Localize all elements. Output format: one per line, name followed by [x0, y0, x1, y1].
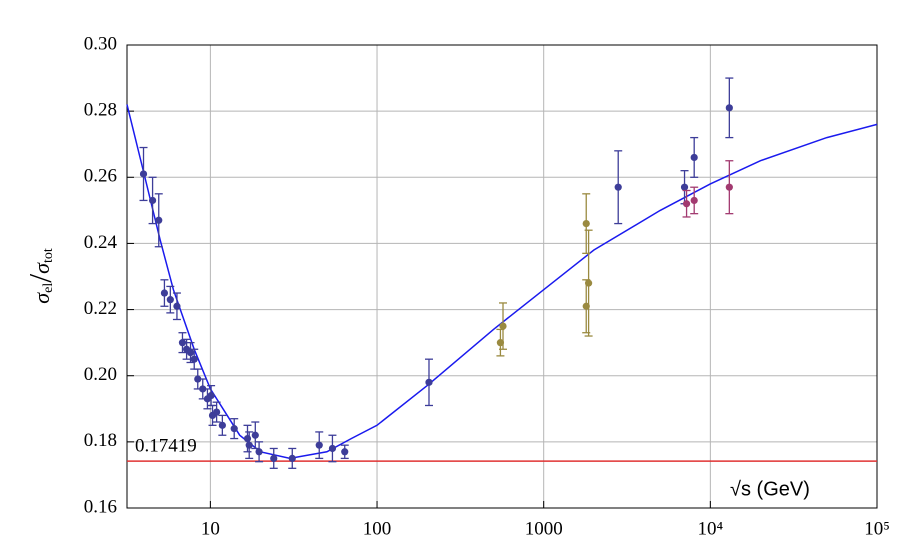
reference-label: 0.17419	[135, 435, 197, 456]
data-point	[682, 200, 691, 208]
data-point	[178, 339, 187, 347]
data-point	[148, 196, 157, 205]
data-point	[328, 444, 337, 453]
data-point	[270, 454, 278, 462]
data-point	[245, 441, 253, 449]
y-tick-label: 0.20	[84, 364, 117, 385]
data-point	[166, 296, 174, 304]
fit-curve	[126, 104, 878, 460]
data-point	[255, 448, 263, 456]
data-point	[199, 385, 207, 393]
data-point	[690, 153, 698, 162]
y-tick-label: 0.30	[84, 33, 117, 54]
data-point	[139, 170, 148, 178]
data-point	[218, 421, 226, 429]
data-point	[496, 339, 505, 347]
data-point	[341, 448, 349, 456]
y-tick-label: 0.26	[84, 166, 117, 187]
data-point	[207, 391, 215, 400]
data-point	[173, 302, 181, 310]
data-point	[155, 216, 163, 224]
data-point	[190, 355, 198, 363]
data-point	[499, 322, 507, 330]
data-point	[213, 408, 221, 416]
data-point	[425, 378, 433, 386]
data-point	[680, 183, 689, 191]
y-tick-label: 0.18	[84, 430, 117, 451]
data-point	[315, 441, 323, 449]
data-point	[585, 279, 593, 287]
x-tick-label: 100	[363, 518, 392, 539]
data-point	[690, 196, 698, 205]
x-tick-label: 1000	[525, 518, 563, 539]
data-point	[194, 375, 202, 383]
data-point	[614, 183, 622, 191]
data-point	[186, 348, 195, 357]
data-point	[160, 289, 169, 297]
data-point	[243, 434, 252, 443]
y-tick-label: 0.28	[84, 100, 117, 121]
x-tick-label: 10⁵	[864, 518, 890, 539]
y-tick-label: 0.22	[84, 298, 117, 319]
data-point	[725, 183, 733, 191]
data-point	[288, 454, 296, 462]
x-tick-label: 10⁴	[698, 518, 724, 539]
data-point	[251, 431, 259, 439]
data-point	[725, 104, 733, 112]
plot-frame	[126, 44, 878, 509]
y-tick-label: 0.16	[84, 496, 117, 517]
x-tick-label: 10	[201, 518, 220, 539]
data-point	[582, 219, 590, 228]
x-axis-label: √s (GeV)	[730, 478, 810, 500]
data-point	[230, 425, 238, 433]
y-tick-label: 0.24	[84, 232, 118, 253]
y-axis-label: σel/σtot	[22, 248, 58, 304]
